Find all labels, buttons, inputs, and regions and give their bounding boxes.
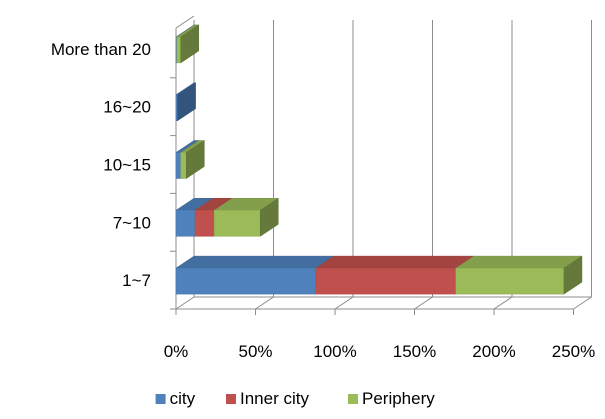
axes	[170, 15, 592, 315]
bar-city	[175, 152, 182, 179]
bar-side-city	[177, 82, 196, 122]
bar-side-periphery	[260, 197, 279, 237]
floor-gridline	[414, 296, 433, 310]
x-tick-label: 50%	[238, 342, 272, 361]
category-label: 7~10	[113, 213, 151, 232]
category-labels: 1~7 7~10 10~15 16~20 More than 20	[51, 40, 151, 290]
bar-inner-city	[315, 267, 457, 295]
x-tick-label: 250%	[552, 342, 595, 361]
bar-periphery	[176, 36, 182, 64]
bar-periphery	[213, 210, 261, 237]
bar-periphery	[180, 152, 187, 179]
legend-swatch-periphery	[348, 394, 358, 404]
bar-city	[175, 210, 196, 237]
legend-swatch-inner-city	[226, 394, 236, 404]
bar-top-periphery	[455, 255, 583, 269]
legend-label: Inner city	[240, 389, 309, 408]
bars	[175, 24, 583, 295]
bar-side-periphery	[180, 24, 200, 64]
gridlines	[175, 20, 592, 310]
x-tick-label: 0%	[164, 342, 189, 361]
bar-top-city	[175, 255, 335, 269]
floor-gridline	[493, 296, 513, 310]
bar-top-inner-city	[315, 255, 475, 269]
bar-side-periphery	[186, 140, 205, 179]
legend-label: Periphery	[362, 389, 435, 408]
x-tick-label: 200%	[472, 342, 515, 361]
floor-gridline	[175, 296, 195, 310]
bar-side-periphery	[563, 255, 583, 295]
legend-label: city	[170, 389, 196, 408]
floor-gridline	[334, 296, 354, 310]
x-tick-label: 100%	[313, 342, 356, 361]
legend-swatch-city	[155, 394, 166, 404]
floor-gridline	[255, 296, 274, 310]
bar-city	[175, 267, 317, 295]
x-tick-labels: 0% 50% 100% 150% 200% 250%	[164, 342, 596, 361]
category-label: More than 20	[51, 40, 151, 59]
floor-gridline	[573, 296, 592, 310]
x-tick-label: 150%	[393, 342, 436, 361]
bar-periphery	[455, 267, 565, 295]
category-label: 16~20	[103, 98, 151, 117]
legend: city Inner city Periphery	[155, 389, 435, 408]
category-label: 1~7	[122, 271, 151, 290]
category-label: 10~15	[103, 156, 151, 175]
bar-inner-city	[194, 210, 215, 237]
y-axis-depth-line	[175, 15, 195, 29]
